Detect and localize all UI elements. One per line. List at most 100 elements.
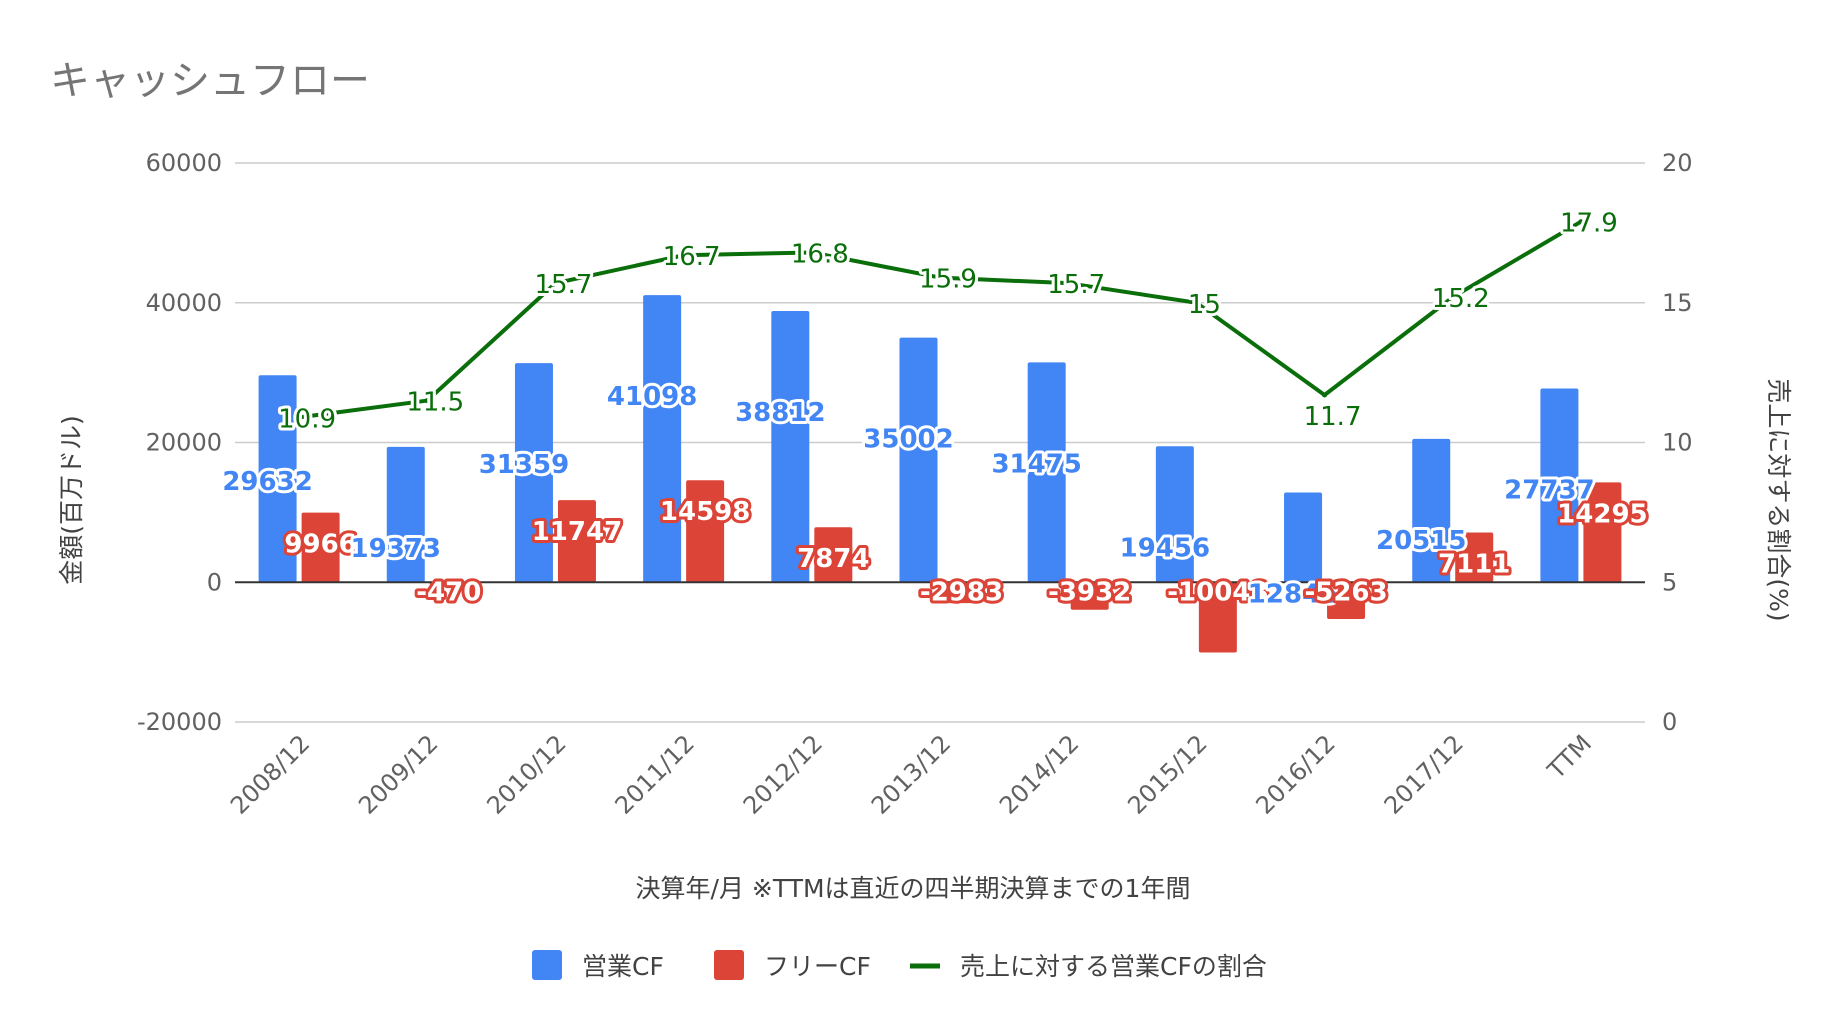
data-labels: 29632 9966 10.9 19373 -470 11.5 31359 11747 15.7…: [219, 206, 1650, 613]
y2-axis-title: 売上に対する割合(%): [1764, 378, 1793, 621]
operating-cf-bar: [1540, 388, 1579, 583]
ratio-label: 15.7: [1047, 270, 1105, 300]
free-cf-bar: [942, 582, 981, 604]
ratio-label: 15.2: [1432, 284, 1490, 314]
ratio-label: 15.7: [535, 270, 593, 300]
y-tick-label: 40000: [146, 289, 222, 317]
ratio-point: [809, 249, 815, 255]
ratio-label: 17.9: [1560, 209, 1618, 239]
y-tick-label: 0: [207, 568, 222, 596]
x-tick-label: 2017/12: [1379, 729, 1469, 819]
free-cf-bar: [1455, 532, 1494, 583]
ratio-label: 11.5: [406, 388, 464, 418]
legend-label-ratio: 売上に対する営業CFの割合: [960, 952, 1267, 981]
operating-cf-bar: [258, 375, 297, 583]
x-tick-label: TTM: [1542, 729, 1598, 785]
free-cf-bar: [1583, 482, 1622, 583]
operating-cf-label: 27737: [1504, 475, 1594, 505]
free-cf-label: 14598: [660, 497, 750, 527]
y-tick-label: -20000: [137, 708, 222, 736]
ratio-point: [552, 280, 558, 286]
operating-cf-label: 19373: [351, 534, 441, 564]
free-cf-label: 9966: [284, 530, 356, 560]
free-cf-bar: [1198, 582, 1237, 653]
operating-cf-bar: [514, 363, 553, 583]
ratio-point: [937, 275, 943, 281]
ratio-point: [296, 414, 302, 420]
operating-cf-bar: [899, 337, 938, 583]
ratio-line-series: [296, 219, 1584, 420]
free-cf-label: 14295: [1557, 499, 1647, 529]
operating-cf-bar: [1027, 362, 1066, 583]
free-cf-label: -5263: [1304, 577, 1387, 607]
operating-cf-bar: [386, 446, 425, 583]
y2-tick-label: 10: [1662, 429, 1693, 457]
free-cf-label: -2983: [920, 577, 1003, 607]
ratio-point: [424, 398, 430, 404]
operating-cf-label: 35002: [863, 425, 953, 455]
free-cf-bar: [1070, 582, 1109, 610]
ratio-point: [1322, 392, 1328, 398]
legend-swatch-free-cf: [714, 950, 744, 980]
free-cf-label: 7874: [797, 544, 869, 574]
bar-series: [258, 295, 1622, 653]
x-tick-label: 2011/12: [610, 729, 700, 819]
ratio-label: 11.7: [1304, 402, 1362, 432]
ratio-line: [298, 219, 1582, 420]
operating-cf-label: 31359: [479, 450, 569, 480]
y2-tick-label: 5: [1662, 568, 1677, 596]
legend-label-free-cf: フリーCF: [764, 952, 871, 981]
free-cf-label: -470: [416, 577, 481, 607]
operating-cf-bar: [643, 295, 682, 583]
y-axis-title: 金額(百万ドル): [57, 415, 86, 585]
ratio-label: 16.8: [791, 239, 849, 269]
free-cf-bar: [557, 500, 596, 583]
free-cf-bar: [814, 527, 853, 583]
ratio-point: [1450, 294, 1456, 300]
x-axis-title: 決算年/月 ※TTMは直近の四半期決算までの1年間: [636, 874, 1191, 903]
grid-lines: [235, 162, 1645, 723]
free-cf-label: 11747: [532, 517, 622, 547]
operating-cf-bar: [1412, 438, 1451, 583]
chart-title: キャッシュフロー: [50, 58, 370, 104]
operating-cf-label: 31475: [991, 449, 1081, 479]
free-cf-label: -10048: [1167, 577, 1268, 607]
legend-swatch-operating-cf: [532, 950, 562, 980]
operating-cf-label: 20515: [1376, 526, 1466, 556]
x-tick-label: 2014/12: [994, 729, 1084, 819]
free-cf-label: -3932: [1048, 577, 1131, 607]
operating-cf-bar: [771, 311, 810, 583]
operating-cf-bar: [1284, 492, 1323, 583]
legend: 営業CF フリーCF 売上に対する営業CFの割合: [532, 950, 1267, 981]
operating-cf-bar: [1155, 446, 1194, 583]
x-tick-label: 2016/12: [1250, 729, 1340, 819]
legend-label-operating-cf: 営業CF: [582, 952, 664, 981]
ratio-point: [1578, 219, 1584, 225]
ratio-point: [1193, 300, 1199, 306]
operating-cf-label: 19456: [1120, 533, 1210, 563]
ratio-label: 10.9: [278, 404, 336, 434]
operating-cf-label: 38812: [735, 398, 825, 428]
x-tick-label: 2012/12: [738, 729, 828, 819]
x-tick-label: 2015/12: [1122, 729, 1212, 819]
y2-tick-label: 20: [1662, 149, 1693, 177]
free-cf-bar: [686, 480, 725, 583]
operating-cf-label: 41098: [607, 382, 697, 412]
y2-tick-label: 15: [1662, 289, 1693, 317]
operating-cf-label: 29632: [222, 467, 312, 497]
ratio-point: [681, 252, 687, 258]
free-cf-bar: [1327, 582, 1366, 620]
y-tick-label: 20000: [146, 429, 222, 457]
y2-tick-label: 0: [1662, 708, 1677, 736]
x-tick-label: 2008/12: [225, 729, 315, 819]
ratio-label: 15.9: [919, 265, 977, 295]
operating-cf-label: 12846: [1248, 579, 1338, 609]
x-tick-label: 2009/12: [353, 729, 443, 819]
ratio-label: 15: [1188, 290, 1221, 320]
x-tick-label: 2013/12: [866, 729, 956, 819]
x-tick-label: 2010/12: [481, 729, 571, 819]
ratio-label: 16.7: [663, 242, 721, 272]
free-cf-bar: [301, 512, 340, 583]
y-tick-label: 60000: [146, 149, 222, 177]
